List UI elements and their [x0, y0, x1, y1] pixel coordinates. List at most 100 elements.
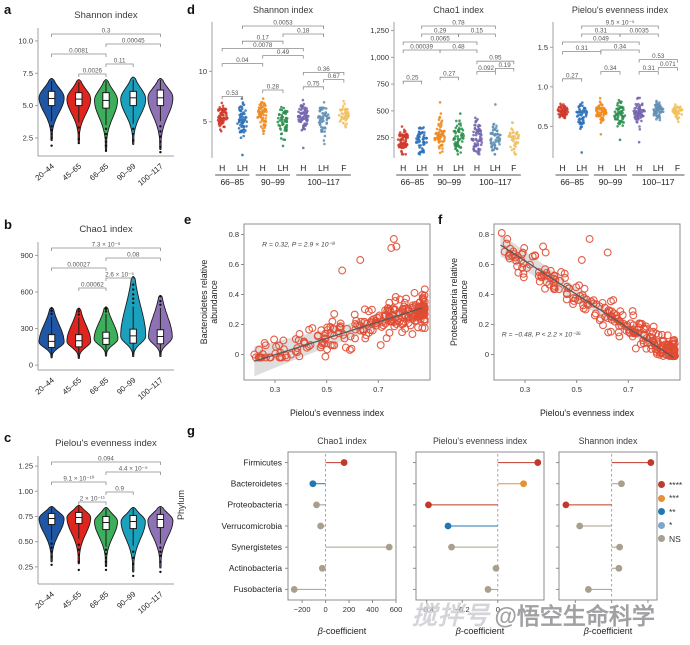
svg-text:0.5: 0.5 — [321, 385, 331, 394]
svg-text:0: 0 — [235, 350, 239, 359]
svg-text:66–85: 66–85 — [88, 589, 111, 610]
panel-d-pielou-strip-chart: Pielou's evenness index 0.5 1.0 1.5 9.5 × 10… — [538, 5, 685, 187]
svg-text:H: H — [219, 163, 225, 173]
panel-label-c: c — [4, 430, 12, 445]
svg-text:0.11: 0.11 — [114, 58, 126, 65]
svg-text:66–85: 66–85 — [220, 177, 244, 187]
svg-text:0.0081: 0.0081 — [69, 48, 89, 55]
legend-item: *** — [658, 492, 690, 506]
svg-text:H: H — [437, 163, 443, 173]
svg-text:0: 0 — [496, 605, 500, 614]
svg-text:1,250: 1,250 — [370, 26, 389, 35]
svg-text:R = 0.32, P = 2.9 × 10⁻⁸: R = 0.32, P = 2.9 × 10⁻⁸ — [262, 242, 335, 249]
svg-text:0.0053: 0.0053 — [273, 20, 293, 27]
svg-text:900: 900 — [20, 251, 33, 260]
svg-text:H: H — [560, 163, 566, 173]
panel-g-chao1-lollipop: Chao1 index −200 0 200 400 600 Firmicutes Bacte… — [221, 436, 402, 636]
svg-text:0.28: 0.28 — [267, 84, 280, 91]
svg-text:Shannon index: Shannon index — [74, 10, 138, 21]
svg-text:0.00062: 0.00062 — [81, 282, 104, 289]
panel-b-chao1-violin-chart: Chao1 index 0 300 600 900 7.3 × 10⁻⁶ 0.08 0.000… — [20, 224, 174, 402]
svg-text:4.4 × 10⁻⁵: 4.4 × 10⁻⁵ — [119, 466, 148, 473]
svg-text:0.00039: 0.00039 — [410, 44, 433, 51]
svg-text:Proteobacteria relativeabundan: Proteobacteria relativeabundance — [449, 258, 469, 346]
legend-label: ** — [669, 506, 676, 517]
svg-text:−0.4: −0.4 — [419, 605, 434, 614]
svg-text:100–117: 100–117 — [136, 590, 165, 616]
svg-text:1,000: 1,000 — [370, 53, 389, 62]
svg-text:Fusobacteria: Fusobacteria — [234, 584, 283, 594]
svg-text:90–99: 90–99 — [261, 177, 285, 187]
panel-e-bacteroidetes-scatter: 0.3 0.5 0.7 0 0.2 0.4 0.6 0.8 R = 0.32, P = 2.9 … — [199, 223, 431, 418]
svg-text:90–99: 90–99 — [115, 162, 137, 183]
svg-text:Pielou's evenness index: Pielou's evenness index — [55, 438, 157, 449]
svg-text:0.25: 0.25 — [18, 562, 33, 571]
legend-item: NS — [658, 532, 690, 546]
legend-label: **** — [669, 479, 683, 490]
svg-text:Pielou's evenness index: Pielou's evenness index — [540, 408, 635, 418]
svg-text:0: 0 — [323, 605, 327, 614]
svg-text:200: 200 — [343, 605, 356, 614]
svg-text:66–85: 66–85 — [401, 177, 425, 187]
svg-text:0.00027: 0.00027 — [67, 262, 90, 269]
svg-text:R = −0.48, P < 2.2 × 10⁻¹⁶: R = −0.48, P < 2.2 × 10⁻¹⁶ — [502, 332, 581, 339]
svg-text:1.0: 1.0 — [538, 82, 548, 91]
svg-text:45–65: 45–65 — [61, 589, 84, 610]
phylum-axis-label: Phylum — [176, 489, 186, 520]
panel-label-f: f — [438, 212, 443, 227]
svg-text:H: H — [598, 163, 604, 173]
svg-text:Chao1 index: Chao1 index — [317, 436, 367, 446]
svg-text:H: H — [300, 163, 306, 173]
panel-f-proteobacteria-scatter: 0.3 0.5 0.7 0 0.2 0.4 0.6 0.8 R = −0.48, P < 2.2… — [449, 223, 681, 418]
svg-text:7.5: 7.5 — [23, 69, 33, 78]
svg-text:45–65: 45–65 — [61, 161, 84, 182]
svg-text:0.3: 0.3 — [270, 385, 280, 394]
svg-text:Firmicutes: Firmicutes — [243, 457, 282, 467]
panel-label-d: d — [187, 2, 195, 17]
panel-g-shannon-lollipop: Shannon index β-coefficient — [556, 436, 658, 636]
svg-text:0.15: 0.15 — [471, 28, 484, 35]
svg-text:0.071: 0.071 — [660, 61, 676, 68]
svg-text:0.00045: 0.00045 — [122, 38, 145, 45]
svg-text:0.18: 0.18 — [297, 28, 310, 35]
svg-text:Pielou's evenness index: Pielou's evenness index — [290, 408, 385, 418]
svg-text:10: 10 — [199, 67, 207, 76]
svg-text:H: H — [474, 163, 480, 173]
svg-text:0.48: 0.48 — [452, 44, 465, 51]
svg-text:100–117: 100–117 — [642, 177, 675, 187]
svg-text:90–99: 90–99 — [437, 177, 461, 187]
svg-text:LH: LH — [653, 163, 664, 173]
svg-text:0.5: 0.5 — [538, 122, 548, 131]
svg-text:0.5: 0.5 — [571, 385, 581, 394]
panel-g-pielou-lollipop: Pielou's evenness index −0.4 −0.2 0 β-coeffi… — [413, 436, 545, 636]
svg-text:9.5 × 10⁻⁵: 9.5 × 10⁻⁵ — [606, 20, 635, 27]
legend-item: ** — [658, 505, 690, 519]
svg-text:0.75: 0.75 — [307, 80, 320, 87]
svg-text:−200: −200 — [294, 605, 311, 614]
svg-text:LH: LH — [576, 163, 587, 173]
svg-text:0.04: 0.04 — [236, 57, 249, 64]
svg-text:0.75: 0.75 — [18, 512, 33, 521]
svg-text:0.31: 0.31 — [643, 65, 656, 72]
svg-text:LH: LH — [416, 163, 427, 173]
svg-text:0.36: 0.36 — [317, 66, 330, 73]
svg-text:20–44: 20–44 — [33, 375, 56, 396]
svg-text:F: F — [675, 163, 680, 173]
svg-text:66–85: 66–85 — [88, 161, 111, 182]
svg-text:1.5: 1.5 — [538, 43, 548, 52]
svg-text:600: 600 — [20, 287, 33, 296]
legend-dot-icon — [658, 481, 665, 489]
svg-text:0.049: 0.049 — [593, 36, 609, 43]
svg-text:0.49: 0.49 — [277, 49, 290, 56]
legend-label: NS — [669, 533, 681, 544]
svg-text:90–99: 90–99 — [115, 590, 137, 611]
svg-text:Shannon index: Shannon index — [579, 436, 638, 446]
svg-text:0.7: 0.7 — [373, 385, 383, 394]
svg-text:Chao1 index: Chao1 index — [79, 224, 133, 235]
svg-text:5: 5 — [203, 117, 207, 126]
svg-text:H: H — [260, 163, 266, 173]
panel-a-shannon-violin-chart: Shannon index 2.5 5.0 7.5 10.0 0.3 0.00045 0.00… — [18, 10, 174, 188]
svg-text:0.53: 0.53 — [226, 90, 239, 97]
